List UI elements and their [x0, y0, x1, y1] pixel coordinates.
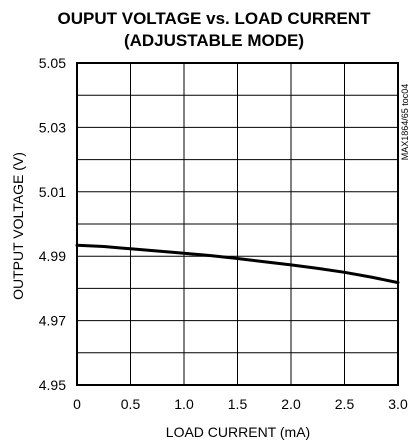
x-tick-label: 2.5 [335, 396, 355, 412]
y-tick-label: 4.97 [39, 313, 66, 329]
x-tick-label: 1.0 [174, 396, 194, 412]
x-axis-label: LOAD CURRENT (mA) [166, 424, 310, 440]
x-tick-labels: 0 0.5 1.0 1.5 2.0 2.5 3.0 [73, 396, 408, 412]
y-tick-label: 5.01 [39, 184, 66, 200]
chart-subtitle: (ADJUSTABLE MODE) [124, 31, 304, 50]
grid [77, 63, 398, 385]
x-tick-label: 2.0 [281, 396, 301, 412]
y-axis-label: OUTPUT VOLTAGE (V) [10, 152, 26, 300]
figure-code: MAX1864/65 toc04 [400, 84, 410, 161]
x-tick-label: 1.5 [228, 396, 248, 412]
y-tick-labels: 4.95 4.97 4.99 5.01 5.03 5.05 [39, 55, 66, 393]
plot-frame [76, 62, 399, 386]
y-tick-label: 4.95 [39, 377, 66, 393]
y-tick-label: 4.99 [39, 248, 66, 264]
series-line-0 [75, 243, 400, 285]
x-tick-label: 0 [73, 396, 81, 412]
y-tick-label: 5.03 [39, 119, 66, 135]
y-tick-label: 5.05 [39, 55, 66, 71]
chart-title: OUPUT VOLTAGE vs. LOAD CURRENT [58, 9, 372, 28]
x-tick-label: 3.0 [388, 396, 408, 412]
series-group [75, 243, 400, 285]
x-tick-label: 0.5 [121, 396, 141, 412]
